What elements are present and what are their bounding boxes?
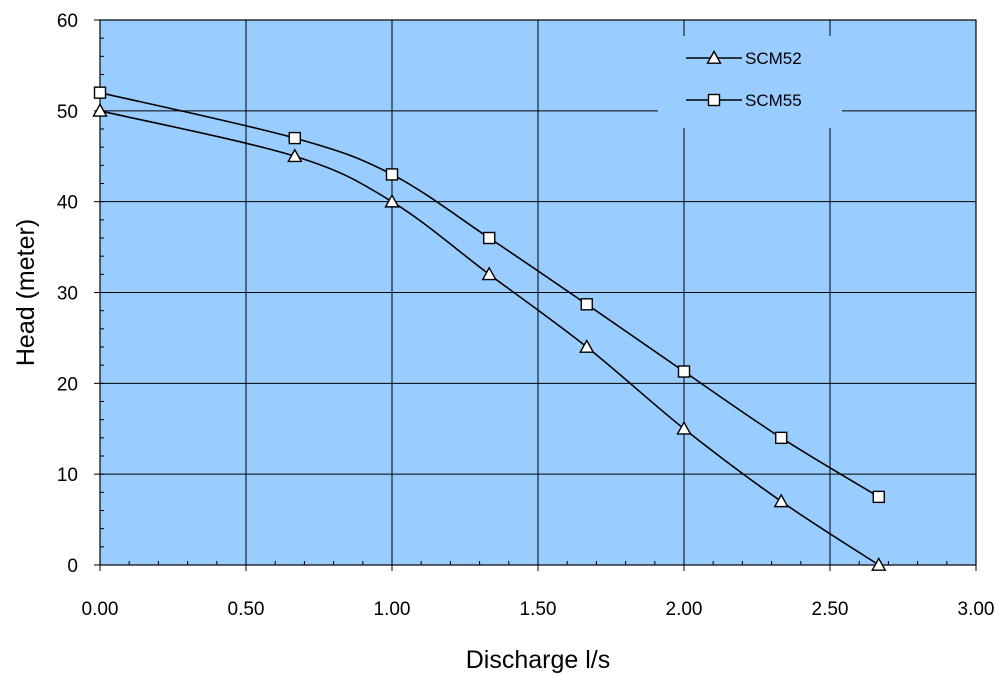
x-axis-title: Discharge l/s bbox=[466, 646, 611, 674]
x-tick-label: 1.00 bbox=[374, 599, 411, 620]
data-point bbox=[676, 420, 692, 435]
legend-marker bbox=[706, 50, 722, 64]
data-point bbox=[580, 298, 593, 311]
data-point bbox=[288, 131, 301, 145]
y-tick-label: 40 bbox=[57, 193, 78, 214]
series-group bbox=[92, 86, 887, 571]
x-tick-label: 0.00 bbox=[82, 599, 119, 620]
data-point bbox=[677, 365, 691, 378]
data-point bbox=[773, 493, 789, 508]
x-tick-label: 2.00 bbox=[666, 599, 703, 620]
y-tick-label: 50 bbox=[57, 102, 78, 123]
x-tick-labels: 0.00 0.50 1.00 1.50 2.00 2.50 3.00 bbox=[82, 599, 995, 620]
data-point bbox=[481, 266, 497, 281]
legend: SCM52 SCM55 bbox=[658, 36, 842, 128]
data-point bbox=[92, 102, 108, 117]
y-tick-label: 60 bbox=[57, 11, 78, 32]
minor-ticks bbox=[94, 19, 977, 571]
y-tick-label: 10 bbox=[57, 465, 78, 486]
data-point bbox=[93, 86, 107, 99]
y-tick-label: 20 bbox=[57, 374, 78, 395]
y-tick-label: 0 bbox=[67, 556, 78, 577]
y-tick-label: 30 bbox=[57, 284, 78, 305]
legend-marker bbox=[707, 93, 721, 107]
data-point bbox=[384, 193, 400, 208]
data-point bbox=[775, 431, 788, 445]
data-point bbox=[385, 168, 399, 181]
legend-box bbox=[658, 36, 842, 128]
x-tick-label: 3.00 bbox=[958, 599, 995, 620]
data-point bbox=[872, 490, 885, 504]
legend-label: SCM52 bbox=[745, 49, 802, 68]
x-tick-label: 0.50 bbox=[228, 599, 265, 620]
y-tick-labels: 0 10 20 30 40 50 60 bbox=[57, 11, 78, 577]
series-scm55 bbox=[93, 86, 885, 504]
data-point bbox=[579, 339, 595, 353]
x-tick-label: 2.50 bbox=[812, 599, 849, 620]
y-axis-title: Head (meter) bbox=[12, 219, 40, 366]
plot-border bbox=[99, 19, 977, 566]
data-point bbox=[287, 148, 303, 163]
series-scm52 bbox=[92, 102, 887, 571]
legend-label: SCM55 bbox=[745, 91, 802, 110]
data-point bbox=[483, 231, 496, 245]
data-point bbox=[871, 557, 887, 571]
x-tick-label: 1.50 bbox=[520, 599, 557, 620]
